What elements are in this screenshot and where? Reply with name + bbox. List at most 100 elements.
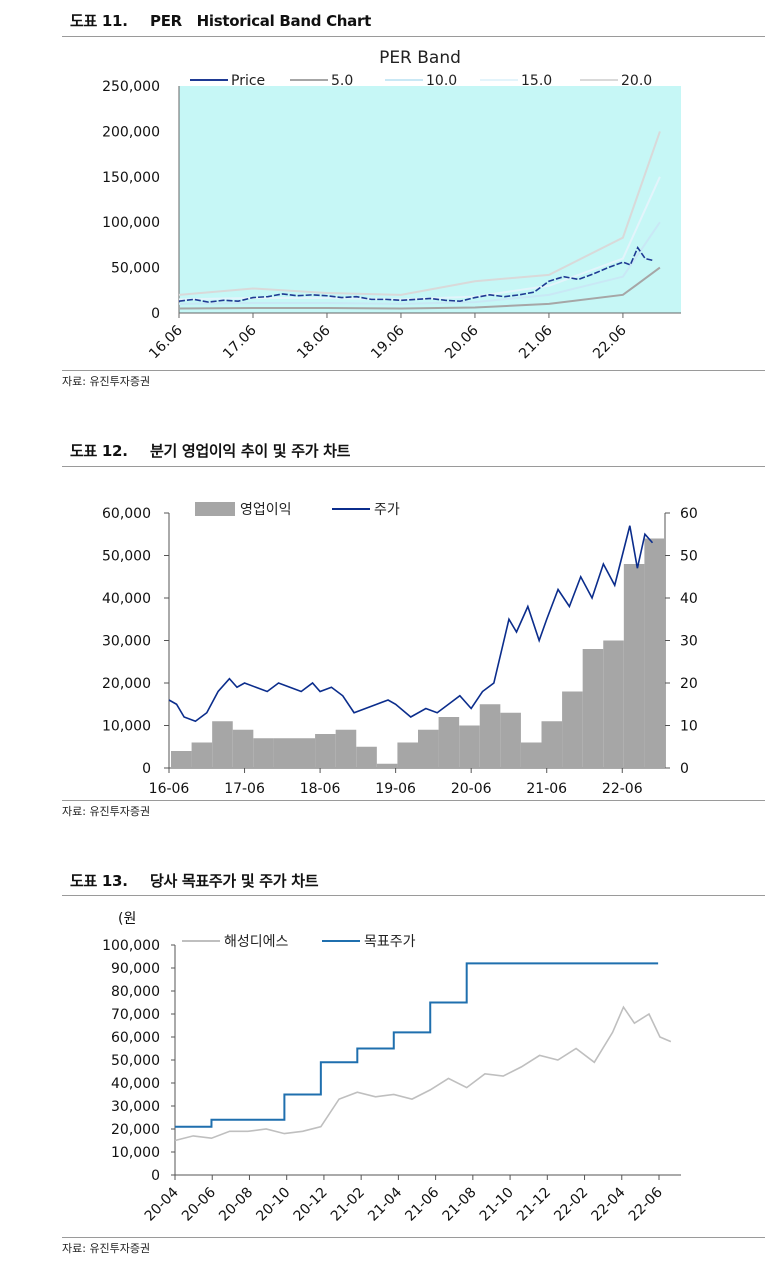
y-tick-label: 40,000 bbox=[102, 591, 151, 607]
x-tick-label: 17-06 bbox=[224, 781, 265, 797]
x-tick-label: 20-06 bbox=[179, 1184, 219, 1224]
target-price-line bbox=[175, 962, 659, 1128]
legend-label: 주가 bbox=[374, 502, 400, 518]
x-tick-label: 21-02 bbox=[328, 1185, 368, 1225]
y-tick-label: 50,000 bbox=[102, 549, 151, 565]
y-tick-label: 20,000 bbox=[111, 1122, 160, 1138]
x-tick-label: 18-06 bbox=[300, 781, 341, 797]
y-tick-label: 200,000 bbox=[102, 124, 160, 140]
figure-number: 도표 11. bbox=[70, 12, 128, 30]
op-profit-bar bbox=[335, 729, 357, 768]
y-tick-label: 60,000 bbox=[102, 506, 151, 522]
y-tick-label: 30,000 bbox=[102, 634, 151, 650]
figure-12-source: 자료: 유진투자증권 bbox=[62, 805, 151, 818]
legend-label: 15.0 bbox=[521, 73, 552, 89]
y-tick-label: 10,000 bbox=[111, 1145, 160, 1161]
plot-area bbox=[179, 86, 681, 313]
stock-price-line bbox=[174, 1005, 672, 1142]
x-tick-label: 20-06 bbox=[451, 781, 492, 797]
figure-number: 도표 12. bbox=[70, 442, 128, 460]
legend-label: 20.0 bbox=[621, 73, 652, 89]
op-profit-bar bbox=[562, 691, 583, 768]
op-profit-bar bbox=[397, 742, 418, 768]
legend-label: 목표주가 bbox=[364, 934, 416, 950]
y-right-tick-label: 50 bbox=[680, 549, 698, 565]
operating-profit-chart: 60,000 50,000 40,000 30,000 20,000 10,000 0 60 5… bbox=[102, 502, 698, 797]
footer-rule bbox=[62, 370, 765, 371]
y-right-tick-label: 10 bbox=[680, 719, 698, 735]
header-rule bbox=[62, 466, 765, 467]
x-tick-label: 21-12 bbox=[514, 1185, 554, 1225]
per-band-line-5.0 bbox=[178, 266, 661, 310]
op-profit-bar bbox=[479, 704, 501, 768]
y-right-tick-label: 40 bbox=[680, 591, 698, 607]
y-right-tick-label: 20 bbox=[680, 676, 698, 692]
per-band-line-20.0 bbox=[178, 131, 661, 296]
x-tick-label: 22-06 bbox=[626, 1184, 666, 1224]
legend-label: 해성디에스 bbox=[224, 934, 289, 950]
op-profit-bar bbox=[356, 746, 377, 768]
op-profit-bar bbox=[582, 649, 604, 768]
per-band-chart: PER Band 250,000 200,000 150,000 100,000 50,0… bbox=[102, 48, 681, 362]
y-right-tick-label: 60 bbox=[680, 506, 698, 522]
y-tick-label: 250,000 bbox=[102, 79, 160, 95]
footer-rule bbox=[62, 800, 765, 801]
y-tick-label: 0 bbox=[142, 761, 151, 777]
legend-swatch bbox=[195, 502, 235, 516]
y-tick-label: 30,000 bbox=[111, 1099, 160, 1115]
y-tick-label: 40,000 bbox=[111, 1076, 160, 1092]
figure-heading: 분기 영업이익 추이 및 주가 차트 bbox=[150, 442, 351, 460]
legend-label: 10.0 bbox=[426, 73, 457, 89]
chart-title: PER Band bbox=[379, 48, 461, 68]
op-profit-bar bbox=[459, 725, 480, 768]
y-tick-label: 60,000 bbox=[111, 1030, 160, 1046]
op-profit-bar bbox=[273, 738, 295, 768]
y-tick-label: 100,000 bbox=[102, 938, 160, 954]
x-tick-label: 20-08 bbox=[216, 1185, 256, 1225]
figure-13-title: 도표 13. 당사 목표주가 및 주가 차트 bbox=[70, 870, 319, 891]
footer-rule bbox=[62, 1237, 765, 1238]
y-tick-label: 50,000 bbox=[111, 1053, 160, 1069]
x-tick-label: 19-06 bbox=[375, 781, 416, 797]
y-tick-label: 80,000 bbox=[111, 984, 160, 1000]
y-right-tick-label: 0 bbox=[680, 761, 689, 777]
figure-heading: PER Historical Band Chart bbox=[150, 12, 371, 30]
x-tick-label: 22-04 bbox=[589, 1184, 629, 1224]
figure-13-source: 자료: 유진투자증권 bbox=[62, 1242, 151, 1255]
legend-label: 영업이익 bbox=[240, 502, 292, 518]
figure-11-source: 자료: 유진투자증권 bbox=[62, 375, 151, 388]
x-tick-label: 21-06 bbox=[526, 781, 567, 797]
y-tick-label: 50,000 bbox=[111, 261, 160, 277]
op-profit-bar bbox=[294, 738, 316, 768]
x-tick-label: 21-04 bbox=[365, 1184, 405, 1224]
y-tick-label: 100,000 bbox=[102, 215, 160, 231]
y-tick-label: 20,000 bbox=[102, 676, 151, 692]
op-profit-bar bbox=[623, 564, 645, 768]
op-profit-bar bbox=[520, 742, 542, 768]
op-profit-bar bbox=[212, 721, 233, 768]
y-tick-label: 90,000 bbox=[111, 961, 160, 977]
y-tick-label: 0 bbox=[151, 306, 160, 322]
op-profit-bar bbox=[191, 742, 213, 768]
per-band-line-15.0 bbox=[178, 176, 661, 301]
x-tick-label: 22-06 bbox=[602, 781, 643, 797]
y-tick-label: 70,000 bbox=[111, 1007, 160, 1023]
figure-number: 도표 13. bbox=[70, 872, 128, 890]
x-tick-label: 21-10 bbox=[477, 1185, 517, 1225]
op-profit-bar bbox=[438, 717, 460, 768]
op-profit-bar bbox=[418, 729, 439, 768]
legend-label: Price bbox=[231, 73, 265, 89]
op-profit-bar bbox=[232, 729, 254, 768]
op-profit-bar bbox=[253, 738, 274, 768]
y-right-tick-label: 30 bbox=[680, 634, 698, 650]
y-unit-label: (원 bbox=[118, 911, 136, 927]
x-tick-label: 16-06 bbox=[149, 781, 190, 797]
per-band-line-10.0 bbox=[178, 221, 661, 305]
x-tick-label: 20-04 bbox=[142, 1184, 182, 1224]
y-tick-label: 10,000 bbox=[102, 719, 151, 735]
op-profit-bar bbox=[644, 538, 665, 768]
op-profit-bar bbox=[376, 763, 398, 768]
op-profit-bar bbox=[603, 640, 624, 768]
op-profit-bar bbox=[500, 712, 521, 768]
figure-12-title: 도표 12. 분기 영업이익 추이 및 주가 차트 bbox=[70, 440, 350, 461]
